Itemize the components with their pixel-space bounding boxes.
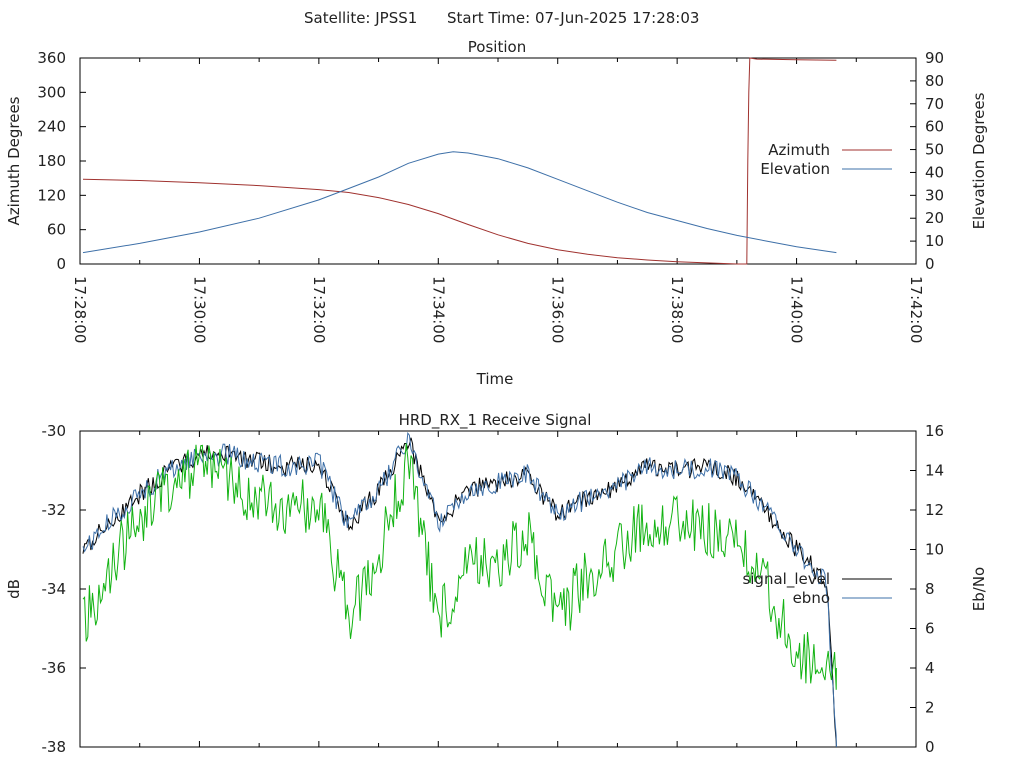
y2-tick-label: 70 bbox=[925, 95, 944, 113]
y-tick-label: 180 bbox=[37, 152, 66, 170]
y-tick-label: -34 bbox=[42, 580, 67, 598]
x-tick-label: 17:40:00 bbox=[788, 276, 806, 343]
series-line-trace bbox=[82, 443, 837, 690]
signal-y2label: Eb/No bbox=[970, 567, 988, 611]
y2-tick-label: 40 bbox=[925, 163, 944, 181]
x-tick-label: 17:30:00 bbox=[190, 276, 208, 343]
y-tick-label: -32 bbox=[42, 501, 67, 519]
y2-tick-label: 50 bbox=[925, 141, 944, 159]
x-tick-label: 17:34:00 bbox=[429, 276, 447, 343]
series-line-signal_level bbox=[82, 437, 837, 748]
y2-tick-label: 10 bbox=[925, 232, 944, 250]
y2-tick-label: 8 bbox=[925, 580, 935, 598]
position-ylabel: Azimuth Degrees bbox=[5, 96, 23, 225]
signal-ylabel: dB bbox=[5, 579, 23, 599]
x-tick-label: 17:28:00 bbox=[71, 276, 89, 343]
legend-label: ebno bbox=[793, 589, 830, 607]
y2-tick-label: 90 bbox=[925, 49, 944, 67]
series-line-ebno bbox=[82, 431, 837, 748]
y2-tick-label: 30 bbox=[925, 186, 944, 204]
x-tick-label: 17:42:00 bbox=[907, 276, 925, 343]
y2-tick-label: 2 bbox=[925, 699, 935, 717]
legend-label: Azimuth bbox=[768, 141, 830, 159]
legend-label: signal_level bbox=[742, 570, 830, 589]
position-xlabel: Time bbox=[476, 370, 514, 388]
y2-tick-label: 80 bbox=[925, 72, 944, 90]
y-tick-label: 0 bbox=[56, 255, 66, 273]
position-y2label: Elevation Degrees bbox=[970, 92, 988, 229]
header-start-time: Start Time: 07-Jun-2025 17:28:03 bbox=[447, 9, 699, 27]
series-line-Elevation bbox=[82, 151, 837, 254]
y2-tick-label: 60 bbox=[925, 118, 944, 136]
y-tick-label: -36 bbox=[42, 659, 67, 677]
y2-tick-label: 4 bbox=[925, 659, 935, 677]
y2-tick-label: 0 bbox=[925, 255, 935, 273]
y-tick-label: 120 bbox=[37, 186, 66, 204]
y2-tick-label: 0 bbox=[925, 738, 935, 756]
y-tick-label: 360 bbox=[37, 49, 66, 67]
x-tick-label: 17:38:00 bbox=[668, 276, 686, 343]
y-tick-label: 240 bbox=[37, 118, 66, 136]
y-tick-label: -30 bbox=[42, 422, 67, 440]
y2-tick-label: 10 bbox=[925, 541, 944, 559]
y2-tick-label: 14 bbox=[925, 462, 944, 480]
legend-label: Elevation bbox=[760, 160, 830, 178]
y-tick-label: 60 bbox=[47, 221, 66, 239]
signal-title: HRD_RX_1 Receive Signal bbox=[399, 411, 592, 430]
x-tick-label: 17:36:00 bbox=[549, 276, 567, 343]
series-line-Azimuth bbox=[82, 57, 837, 265]
y2-tick-label: 20 bbox=[925, 209, 944, 227]
x-tick-label: 17:32:00 bbox=[310, 276, 328, 343]
y-tick-label: -38 bbox=[42, 738, 67, 756]
y2-tick-label: 16 bbox=[925, 422, 944, 440]
y-tick-label: 300 bbox=[37, 83, 66, 101]
y2-tick-label: 12 bbox=[925, 501, 944, 519]
position-title: Position bbox=[468, 38, 526, 56]
header-satellite: Satellite: JPSS1 bbox=[304, 9, 417, 27]
y2-tick-label: 6 bbox=[925, 620, 935, 638]
